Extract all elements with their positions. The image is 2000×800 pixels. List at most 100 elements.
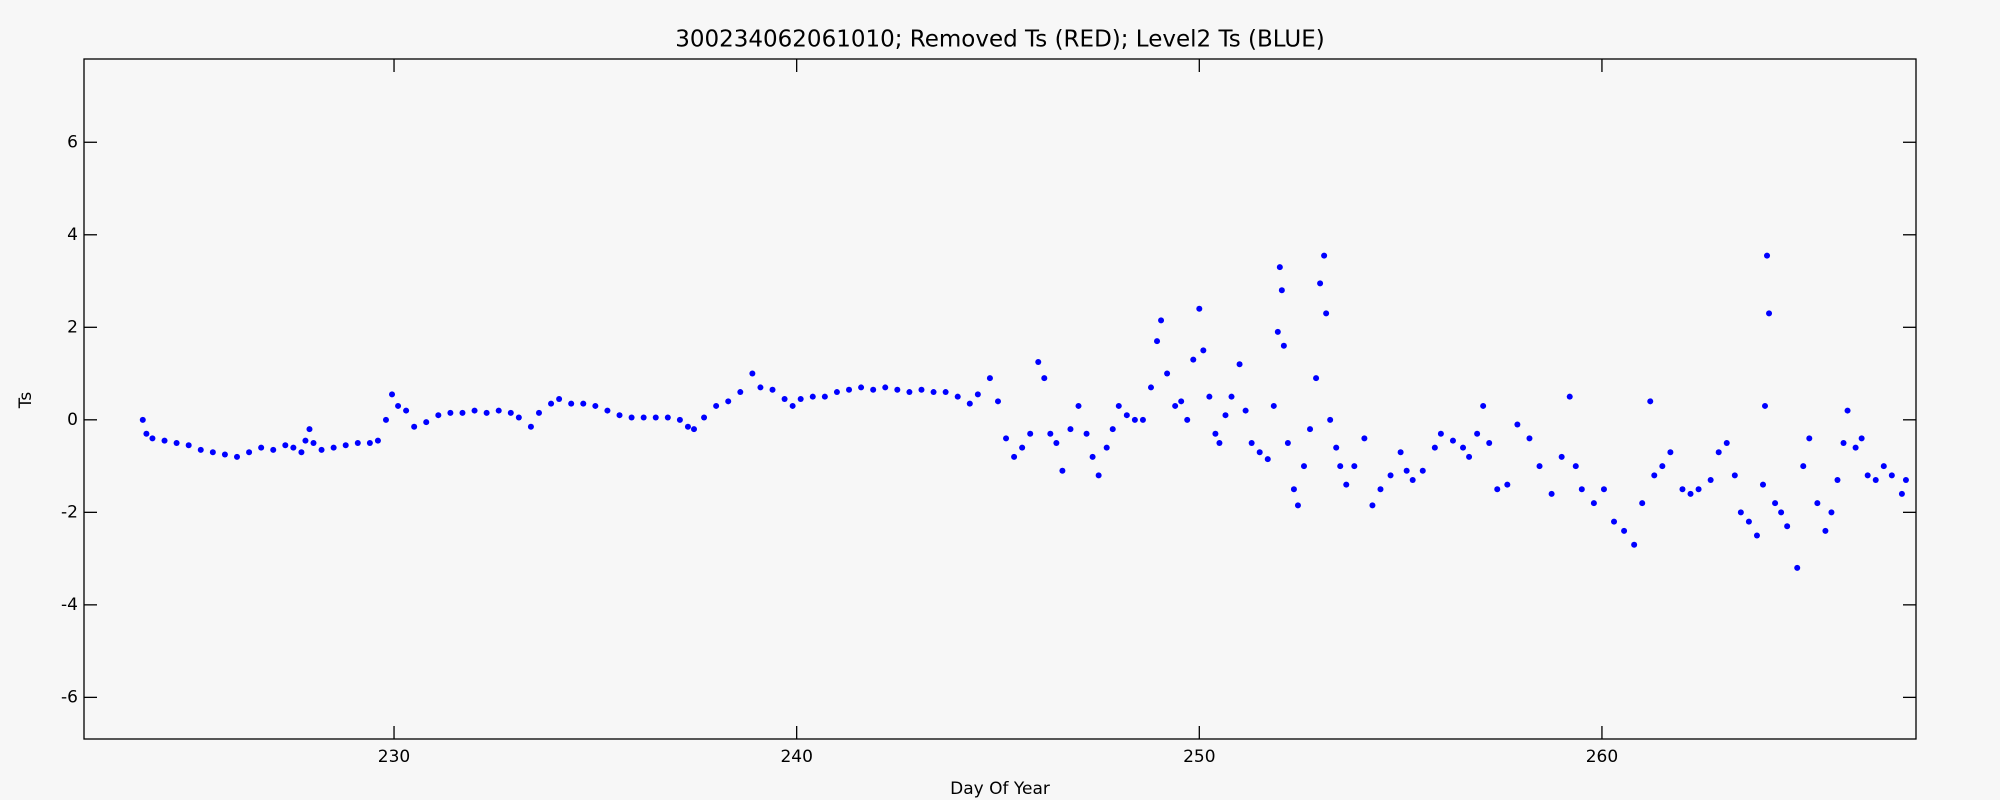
data-point: [1764, 252, 1771, 259]
data-point: [1403, 467, 1410, 474]
data-point: [1248, 439, 1255, 446]
data-point: [1762, 402, 1769, 409]
data-point: [757, 384, 764, 391]
data-point: [1095, 472, 1102, 479]
data-point: [1834, 476, 1841, 483]
data-point: [1075, 402, 1082, 409]
data-point: [1019, 444, 1026, 451]
data-point: [1611, 518, 1618, 525]
data-point: [1172, 402, 1179, 409]
data-point: [1158, 317, 1165, 324]
data-point: [1828, 509, 1835, 516]
data-point: [994, 398, 1001, 405]
data-point: [395, 402, 402, 409]
data-point: [1888, 472, 1895, 479]
data-point: [1494, 486, 1501, 493]
data-point: [318, 446, 325, 453]
data-point: [684, 423, 691, 430]
data-point: [1256, 449, 1263, 456]
data-point: [1480, 402, 1487, 409]
data-point: [1737, 509, 1744, 516]
data-point: [1723, 439, 1730, 446]
x-tick-label: 240: [780, 747, 812, 767]
data-point: [1753, 532, 1760, 539]
data-point: [1196, 305, 1203, 312]
data-point: [1590, 500, 1597, 507]
y-tick-label: 0: [67, 410, 78, 430]
data-point: [1745, 518, 1752, 525]
data-point: [1089, 453, 1096, 460]
data-point: [789, 402, 796, 409]
data-point: [1190, 356, 1197, 363]
data-point: [1772, 500, 1779, 507]
data-point: [1337, 463, 1344, 470]
data-point: [1317, 280, 1324, 287]
data-point: [1047, 430, 1054, 437]
data-point: [592, 402, 599, 409]
data-point: [258, 444, 265, 451]
data-point: [1397, 449, 1404, 456]
data-point: [1321, 252, 1328, 259]
data-point: [298, 449, 305, 456]
data-point: [942, 389, 949, 396]
data-point: [234, 453, 241, 460]
data-point: [1778, 509, 1785, 516]
data-point: [1864, 472, 1871, 479]
data-point: [918, 386, 925, 393]
data-point: [310, 439, 317, 446]
data-point: [1206, 393, 1213, 400]
x-tick-label: 250: [1183, 747, 1215, 767]
data-point: [1294, 502, 1301, 509]
data-point: [1548, 490, 1555, 497]
data-point: [568, 400, 575, 407]
data-point: [354, 439, 361, 446]
data-point: [821, 393, 828, 400]
data-point: [986, 375, 993, 382]
data-point: [1898, 490, 1905, 497]
data-point: [1621, 527, 1628, 534]
data-point: [1526, 435, 1533, 442]
data-point: [1011, 453, 1018, 460]
data-point: [306, 426, 313, 433]
data-point: [966, 400, 973, 407]
data-point: [1409, 476, 1416, 483]
data-point: [1902, 476, 1909, 483]
data-point: [676, 416, 683, 423]
data-point: [1651, 472, 1658, 479]
data-point: [1822, 527, 1829, 534]
data-point: [580, 400, 587, 407]
data-point: [1236, 361, 1243, 368]
data-point: [1131, 416, 1138, 423]
data-point: [1474, 430, 1481, 437]
data-point: [769, 386, 776, 393]
data-point: [1284, 439, 1291, 446]
data-point: [374, 437, 381, 444]
data-point: [974, 391, 981, 398]
data-point: [1059, 467, 1066, 474]
data-point: [389, 391, 396, 398]
data-point: [435, 412, 442, 419]
data-point: [197, 446, 204, 453]
data-point: [139, 416, 146, 423]
data-point: [846, 386, 853, 393]
data-point: [1351, 463, 1358, 470]
data-point: [1759, 481, 1766, 488]
data-point: [701, 414, 708, 421]
data-point: [495, 407, 502, 414]
data-point: [1800, 463, 1807, 470]
data-point: [411, 423, 418, 430]
data-point: [1466, 453, 1473, 460]
x-tick-label: 230: [378, 747, 410, 767]
data-point: [209, 449, 216, 456]
data-point: [330, 444, 337, 451]
data-point: [535, 409, 542, 416]
data-point: [1695, 486, 1702, 493]
data-point: [1041, 375, 1048, 382]
data-point: [640, 414, 647, 421]
data-point: [1814, 500, 1821, 507]
data-point: [483, 409, 490, 416]
data-point: [1123, 412, 1130, 419]
data-point: [1184, 416, 1191, 423]
data-point: [1377, 486, 1384, 493]
